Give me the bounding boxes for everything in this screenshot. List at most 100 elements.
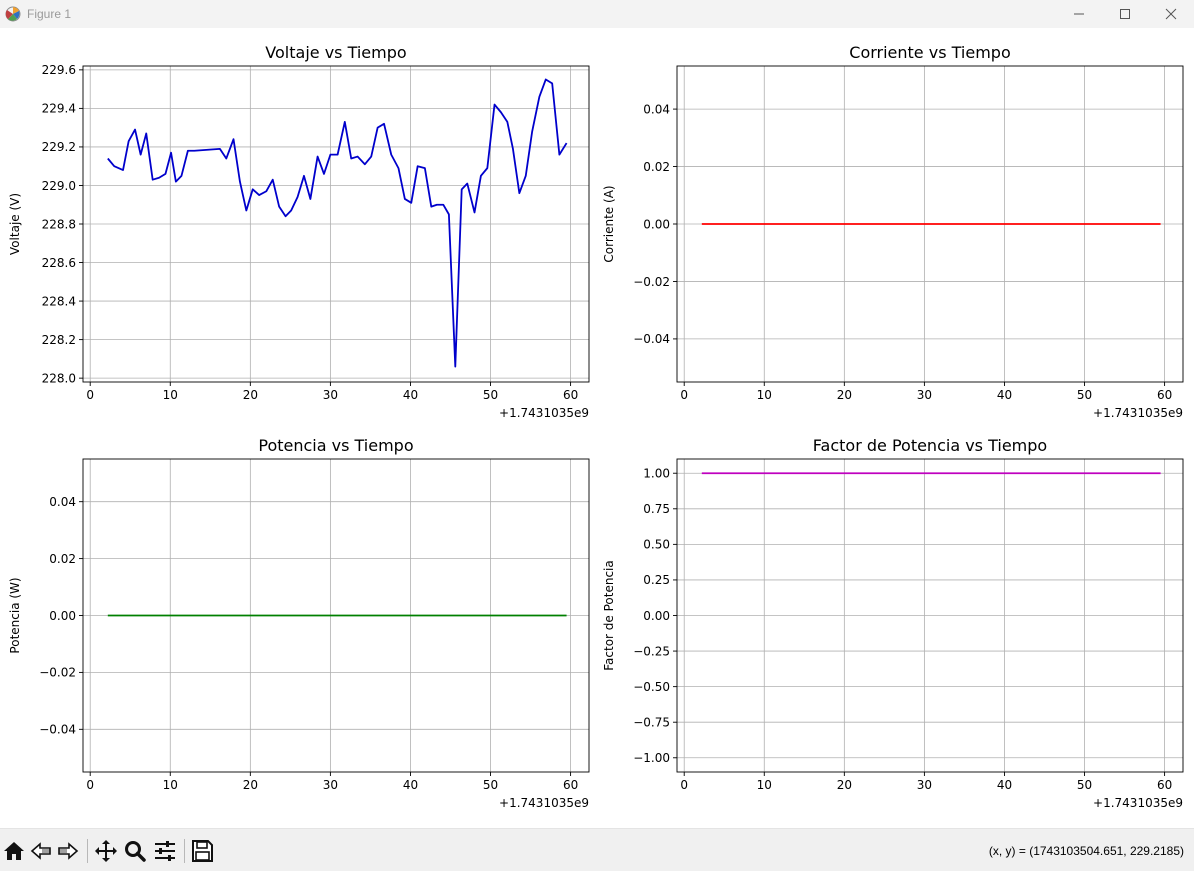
maximize-icon <box>1120 9 1130 19</box>
x-tick-label: 30 <box>323 778 338 792</box>
y-tick-label: −1.00 <box>633 751 670 765</box>
x-tick-label: 10 <box>757 388 772 402</box>
y-tick-label: 0.50 <box>643 538 670 552</box>
subplot-title: Potencia vs Tiempo <box>258 436 413 455</box>
subplot-title: Corriente vs Tiempo <box>849 43 1010 62</box>
y-tick-label: 0.25 <box>643 573 670 587</box>
close-icon <box>1165 8 1177 20</box>
x-tick-label: 30 <box>917 388 932 402</box>
back-button[interactable] <box>27 837 55 865</box>
subplot-1[interactable]: 0 10 20 30 40 50 60 228.0 228.2 228.4 228.6 228.8 22… <box>8 43 590 420</box>
y-tick-label: −0.02 <box>39 666 76 680</box>
forward-icon <box>58 842 79 860</box>
y-tick-label: 229.4 <box>42 102 76 116</box>
toolbar-separator <box>87 839 88 863</box>
y-axis-label: Factor de Potencia <box>602 560 616 671</box>
y-tick-label: −0.02 <box>633 275 670 289</box>
y-tick-label: 0.75 <box>643 502 670 516</box>
y-tick-label: 0.02 <box>49 552 76 566</box>
x-tick-label: 20 <box>837 778 852 792</box>
x-tick-label: 60 <box>563 778 578 792</box>
save-icon <box>192 840 213 862</box>
x-tick-label: 10 <box>757 778 772 792</box>
subplot-3[interactable]: 0 10 20 30 40 50 60 −0.04 −0.02 0.00 0.02 0.04 Poten… <box>8 436 590 810</box>
y-tick-label: 0.04 <box>643 102 670 116</box>
x-tick-label: 20 <box>837 388 852 402</box>
y-tick-label: −0.50 <box>633 680 670 694</box>
y-tick-label: 1.00 <box>643 467 670 481</box>
x-tick-label: 30 <box>917 778 932 792</box>
configure-subplots-button[interactable] <box>151 837 179 865</box>
toolbar-separator <box>184 839 185 863</box>
minimize-button[interactable] <box>1056 0 1102 28</box>
subplot-title: Voltaje vs Tiempo <box>265 43 406 62</box>
y-tick-label: 229.2 <box>42 140 76 154</box>
x-tick-label: 10 <box>163 388 178 402</box>
x-tick-label: 50 <box>1077 778 1092 792</box>
y-tick-label: 228.0 <box>42 371 76 385</box>
y-tick-label: −0.04 <box>39 723 76 737</box>
x-tick-label: 50 <box>1077 388 1092 402</box>
y-tick-label: 0.00 <box>643 217 670 231</box>
x-tick-label: 20 <box>243 388 258 402</box>
y-tick-label: −0.04 <box>633 332 670 346</box>
subplot-4[interactable]: 0 10 20 30 40 50 60 −1.00 −0.75 −0.50 −0.25 0.00 0.2… <box>602 436 1184 810</box>
y-tick-label: 228.8 <box>42 217 76 231</box>
configure-subplots-icon <box>155 841 175 861</box>
back-icon <box>30 842 51 860</box>
pan-button[interactable] <box>92 837 120 865</box>
cursor-coordinates: (x, y) = (1743103504.651, 229.2185) <box>988 844 1184 858</box>
x-offset-label: +1.7431035e9 <box>499 796 589 810</box>
y-tick-label: −0.75 <box>633 716 670 730</box>
x-tick-label: 20 <box>243 778 258 792</box>
y-tick-label: 229.6 <box>42 63 76 77</box>
x-tick-label: 60 <box>1157 778 1172 792</box>
title-bar[interactable]: Figure 1 <box>0 0 1194 28</box>
series-line <box>107 78 568 368</box>
subplot-2[interactable]: 0 10 20 30 40 50 60 −0.04 −0.02 0.00 0.02 0.04 Corri… <box>602 43 1184 420</box>
matplotlib-app-icon <box>4 5 22 23</box>
window-title: Figure 1 <box>27 7 72 21</box>
x-tick-label: 0 <box>86 778 94 792</box>
forward-button[interactable] <box>54 837 82 865</box>
x-tick-label: 0 <box>680 388 688 402</box>
y-tick-label: 0.00 <box>643 609 670 623</box>
pan-icon <box>95 840 117 862</box>
minimize-icon <box>1074 13 1084 15</box>
y-tick-label: 228.6 <box>42 256 76 270</box>
close-button[interactable] <box>1148 0 1194 28</box>
x-offset-label: +1.7431035e9 <box>1093 406 1183 420</box>
zoom-icon <box>125 841 146 862</box>
maximize-button[interactable] <box>1102 0 1148 28</box>
x-offset-label: +1.7431035e9 <box>499 406 589 420</box>
figure-canvas[interactable]: 0 10 20 30 40 50 60 228.0 228.2 228.4 228.6 228.8 22… <box>0 28 1194 828</box>
x-tick-label: 60 <box>1157 388 1172 402</box>
y-tick-label: 0.04 <box>49 495 76 509</box>
x-tick-label: 40 <box>997 388 1012 402</box>
y-axis-label: Potencia (W) <box>8 577 22 653</box>
x-tick-label: 0 <box>86 388 94 402</box>
y-tick-label: 229.0 <box>42 179 76 193</box>
home-button[interactable] <box>0 837 28 865</box>
x-tick-label: 60 <box>563 388 578 402</box>
x-tick-label: 0 <box>680 778 688 792</box>
home-icon <box>4 842 24 860</box>
x-tick-label: 50 <box>483 778 498 792</box>
x-tick-label: 10 <box>163 778 178 792</box>
save-button[interactable] <box>188 837 216 865</box>
y-axis-label: Voltaje (V) <box>8 193 22 255</box>
y-tick-label: 0.00 <box>49 609 76 623</box>
zoom-button[interactable] <box>121 837 149 865</box>
navigation-toolbar: (x, y) = (1743103504.651, 229.2185) <box>0 828 1194 871</box>
x-tick-label: 30 <box>323 388 338 402</box>
y-tick-label: 228.2 <box>42 333 76 347</box>
y-tick-label: 228.4 <box>42 294 76 308</box>
y-tick-label: −0.25 <box>633 644 670 658</box>
x-offset-label: +1.7431035e9 <box>1093 796 1183 810</box>
x-tick-label: 40 <box>403 778 418 792</box>
figure-svg[interactable]: 0 10 20 30 40 50 60 228.0 228.2 228.4 228.6 228.8 22… <box>0 28 1194 828</box>
subplot-title: Factor de Potencia vs Tiempo <box>813 436 1047 455</box>
x-tick-label: 50 <box>483 388 498 402</box>
x-tick-label: 40 <box>997 778 1012 792</box>
